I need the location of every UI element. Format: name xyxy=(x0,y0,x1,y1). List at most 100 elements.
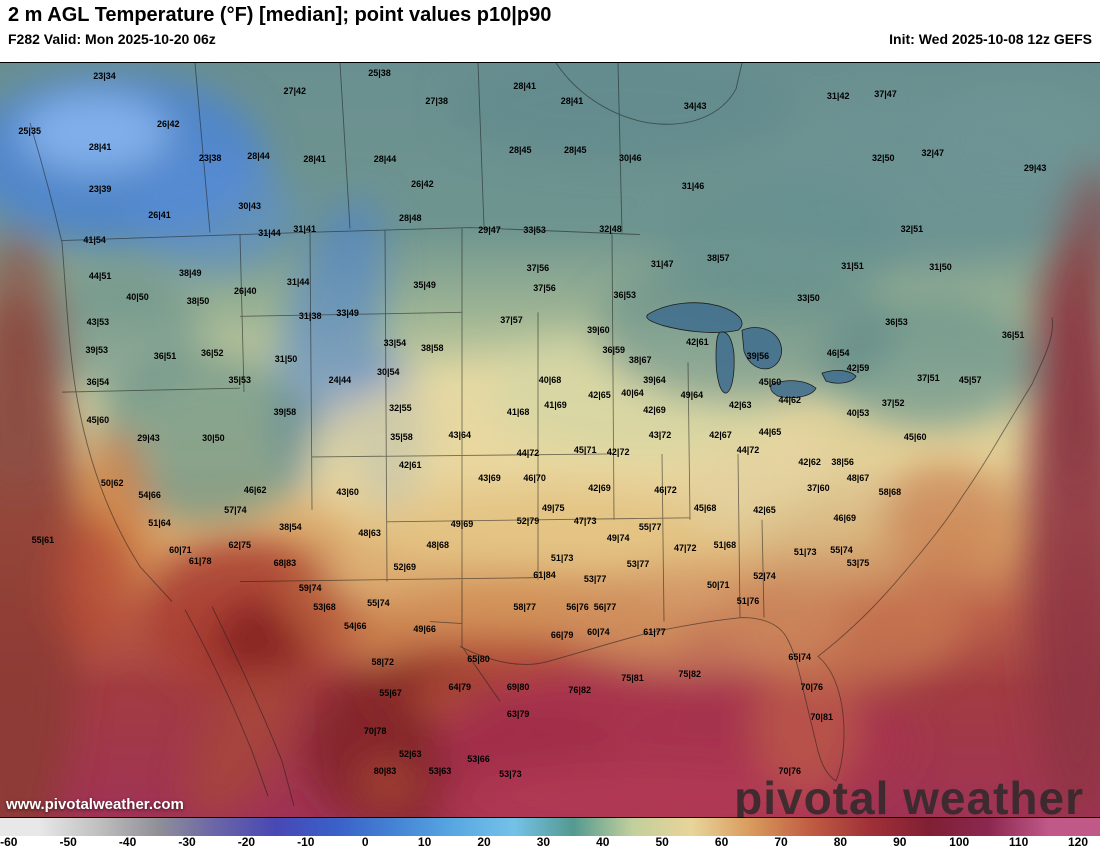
init-time-label: Init: Wed 2025-10-08 12z GEFS xyxy=(889,31,1092,47)
point-value: 44|65 xyxy=(758,426,782,437)
point-value: 28|41 xyxy=(88,142,112,153)
point-value: 34|43 xyxy=(683,100,707,111)
point-value: 76|82 xyxy=(568,684,591,695)
temperature-field-svg xyxy=(0,63,1100,817)
point-value: 35|49 xyxy=(413,280,436,291)
great-lakes xyxy=(646,302,857,399)
point-value: 28|48 xyxy=(399,213,422,224)
point-value: 39|64 xyxy=(643,375,666,386)
colorbar-tick-label: 80 xyxy=(833,835,848,849)
point-value: 43|72 xyxy=(648,429,672,440)
point-value: 40|68 xyxy=(538,375,562,386)
point-value: 46|72 xyxy=(654,484,677,495)
point-value: 35|53 xyxy=(228,375,252,386)
colorbar-tick-label: 120 xyxy=(1067,835,1089,849)
point-value: 65|80 xyxy=(467,654,490,665)
point-value: 49|64 xyxy=(680,389,704,400)
point-value: 24|44 xyxy=(328,375,352,386)
point-value: 47|73 xyxy=(573,516,597,527)
point-value: 42|61 xyxy=(686,336,709,347)
point-value: 68|83 xyxy=(273,557,297,568)
point-value: 41|68 xyxy=(506,407,530,418)
point-value: 39|60 xyxy=(587,324,610,335)
point-value: 42|61 xyxy=(399,459,422,470)
point-value: 46|70 xyxy=(523,472,546,483)
colorbar-tick-label: 0 xyxy=(361,835,369,849)
point-value: 36|53 xyxy=(885,317,908,328)
point-value: 30|46 xyxy=(619,153,642,163)
point-value: 48|63 xyxy=(358,527,381,538)
point-value: 45|60 xyxy=(86,415,110,426)
point-value: 49|74 xyxy=(606,533,630,544)
colorbar-tick-label: 70 xyxy=(774,835,788,849)
point-value: 50|62 xyxy=(100,477,124,488)
temperature-blobs xyxy=(0,63,1100,817)
point-value: 28|45 xyxy=(509,145,532,156)
point-value: 39|56 xyxy=(746,350,770,361)
point-value: 49|75 xyxy=(542,502,565,513)
point-value: 38|56 xyxy=(831,456,854,467)
point-value: 51|76 xyxy=(736,596,760,607)
brand-watermark: pivotal weather xyxy=(734,772,1084,818)
point-value: 31|41 xyxy=(293,223,316,234)
point-value: 70|76 xyxy=(778,766,802,776)
point-value: 42|67 xyxy=(709,429,732,440)
point-value: 48|67 xyxy=(846,472,870,483)
point-value: 27|38 xyxy=(425,95,448,106)
colorbar-tick-label: 10 xyxy=(417,835,432,849)
point-value: 26|42 xyxy=(411,178,434,189)
point-value: 51|73 xyxy=(550,552,574,563)
point-value: 31|50 xyxy=(929,262,952,273)
point-value: 61|78 xyxy=(188,556,212,567)
point-value: 36|51 xyxy=(153,350,177,361)
colorbar-tick-label: -50 xyxy=(59,835,77,849)
point-value: 39|53 xyxy=(85,345,109,356)
point-value: 55|67 xyxy=(379,687,402,698)
point-value: 31|46 xyxy=(681,180,705,191)
point-value: 42|63 xyxy=(729,400,752,411)
point-value: 75|81 xyxy=(621,672,644,683)
point-value: 46|69 xyxy=(833,512,857,523)
point-value: 51|68 xyxy=(713,539,737,550)
point-value: 51|73 xyxy=(793,546,817,557)
point-value: 35|58 xyxy=(390,431,413,442)
colorbar-tick-label: 40 xyxy=(596,835,610,849)
point-value: 33|53 xyxy=(523,225,546,236)
point-value: 32|51 xyxy=(900,223,924,234)
temperature-map: 23|34 27|42 25|38 27|38 28|41 28|41 34|43 31|42… xyxy=(0,62,1100,818)
colorbar-tick-label: -20 xyxy=(237,835,256,849)
point-value: 53|66 xyxy=(467,753,490,764)
point-value: 60|74 xyxy=(587,626,610,637)
point-value: 49|66 xyxy=(413,624,436,635)
point-value: 37|60 xyxy=(807,482,830,493)
point-value: 45|57 xyxy=(958,375,982,386)
point-value: 38|57 xyxy=(707,253,730,264)
colorbar: -60 -50 -40 -30 -20 -10 0 10 20 30 40 50 60 70 80 90 100… xyxy=(0,818,1100,850)
point-value: 41|54 xyxy=(83,235,106,246)
point-value: 48|68 xyxy=(426,539,450,550)
point-value: 63|79 xyxy=(506,709,530,720)
point-value: 70|76 xyxy=(800,682,824,693)
point-values-layer: 23|34 27|42 25|38 27|38 28|41 28|41 34|43 31|42… xyxy=(0,63,1100,817)
point-value: 49|69 xyxy=(450,519,474,530)
point-value: 43|60 xyxy=(336,487,359,498)
colorbar-tick-labels: -60 -50 -40 -30 -20 -10 0 10 20 30 40 50 60 70 80 90 100… xyxy=(0,835,1100,850)
point-value: 53|63 xyxy=(428,766,452,776)
point-value: 42|62 xyxy=(798,456,821,467)
point-value: 37|56 xyxy=(533,283,556,294)
point-value: 29|43 xyxy=(1023,162,1047,173)
point-value: 36|52 xyxy=(201,348,224,359)
header-subrow: F282 Valid: Mon 2025-10-20 06z Init: Wed… xyxy=(8,31,1092,47)
point-value: 40|50 xyxy=(126,292,149,303)
point-value: 37|57 xyxy=(500,315,523,326)
point-value: 52|69 xyxy=(393,561,417,572)
watermark-url: www.pivotalweather.com xyxy=(6,796,184,813)
point-value: 44|51 xyxy=(88,270,112,281)
point-value: 27|42 xyxy=(283,85,307,96)
point-value: 52|63 xyxy=(399,749,422,760)
point-value: 43|69 xyxy=(478,472,501,483)
point-value: 37|52 xyxy=(881,398,905,409)
point-value: 61|77 xyxy=(643,626,666,637)
point-value: 38|67 xyxy=(628,355,652,366)
